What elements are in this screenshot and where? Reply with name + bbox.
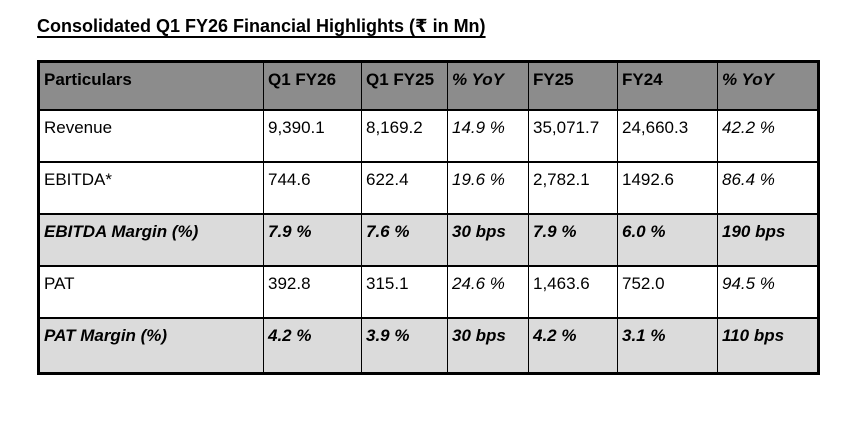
cell-ebitda-yoy-quarter: 19.6 % <box>447 160 529 215</box>
cell-pat-margin-yoy-quarter: 30 bps <box>447 316 529 375</box>
header-yoy-year: % YoY <box>717 60 819 111</box>
cell-pat-fy25: 1,463.6 <box>528 264 618 319</box>
cell-ebitda-fy25: 2,782.1 <box>528 160 618 215</box>
cell-pat-margin-label: PAT Margin (%) <box>38 316 264 375</box>
cell-pat-q1fy25: 315.1 <box>361 264 448 319</box>
cell-pat-yoy-year: 94.5 % <box>717 264 819 319</box>
cell-revenue-q1fy26: 9,390.1 <box>263 108 362 163</box>
cell-revenue-fy25: 35,071.7 <box>528 108 618 163</box>
cell-ebitda-margin-q1fy26: 7.9 % <box>263 212 362 267</box>
cell-ebitda-margin-q1fy25: 7.6 % <box>361 212 448 267</box>
cell-ebitda-label: EBITDA* <box>38 160 264 215</box>
header-particulars: Particulars <box>38 60 264 111</box>
row-pat-margin: PAT Margin (%) 4.2 % 3.9 % 30 bps 4.2 % … <box>38 316 819 375</box>
row-ebitda: EBITDA* 744.6 622.4 19.6 % 2,782.1 1492.… <box>38 160 819 215</box>
cell-pat-label: PAT <box>38 264 264 319</box>
header-q1-fy25: Q1 FY25 <box>361 60 448 111</box>
cell-revenue-label: Revenue <box>38 108 264 163</box>
cell-pat-margin-yoy-year: 110 bps <box>717 316 819 375</box>
cell-revenue-yoy-quarter: 14.9 % <box>447 108 529 163</box>
cell-pat-margin-q1fy25: 3.9 % <box>361 316 448 375</box>
row-pat: PAT 392.8 315.1 24.6 % 1,463.6 752.0 94.… <box>38 264 819 319</box>
page-title: Consolidated Q1 FY26 Financial Highlight… <box>37 16 486 36</box>
financial-highlights-table: Particulars Q1 FY26 Q1 FY25 % YoY FY25 F… <box>37 60 820 375</box>
cell-pat-yoy-quarter: 24.6 % <box>447 264 529 319</box>
header-fy24: FY24 <box>617 60 718 111</box>
cell-ebitda-margin-yoy-quarter: 30 bps <box>447 212 529 267</box>
cell-revenue-fy24: 24,660.3 <box>617 108 718 163</box>
cell-revenue-q1fy25: 8,169.2 <box>361 108 448 163</box>
cell-pat-margin-fy25: 4.2 % <box>528 316 618 375</box>
cell-ebitda-q1fy25: 622.4 <box>361 160 448 215</box>
cell-pat-q1fy26: 392.8 <box>263 264 362 319</box>
cell-ebitda-margin-fy25: 7.9 % <box>528 212 618 267</box>
header-yoy-quarter: % YoY <box>447 60 529 111</box>
cell-pat-margin-q1fy26: 4.2 % <box>263 316 362 375</box>
cell-ebitda-fy24: 1492.6 <box>617 160 718 215</box>
cell-pat-fy24: 752.0 <box>617 264 718 319</box>
cell-ebitda-yoy-year: 86.4 % <box>717 160 819 215</box>
row-revenue: Revenue 9,390.1 8,169.2 14.9 % 35,071.7 … <box>38 108 819 163</box>
cell-pat-margin-fy24: 3.1 % <box>617 316 718 375</box>
cell-ebitda-margin-fy24: 6.0 % <box>617 212 718 267</box>
cell-ebitda-margin-label: EBITDA Margin (%) <box>38 212 264 267</box>
header-q1-fy26: Q1 FY26 <box>263 60 362 111</box>
row-ebitda-margin: EBITDA Margin (%) 7.9 % 7.6 % 30 bps 7.9… <box>38 212 819 267</box>
header-row: Particulars Q1 FY26 Q1 FY25 % YoY FY25 F… <box>38 60 819 111</box>
header-fy25: FY25 <box>528 60 618 111</box>
cell-ebitda-q1fy26: 744.6 <box>263 160 362 215</box>
cell-revenue-yoy-year: 42.2 % <box>717 108 819 163</box>
cell-ebitda-margin-yoy-year: 190 bps <box>717 212 819 267</box>
